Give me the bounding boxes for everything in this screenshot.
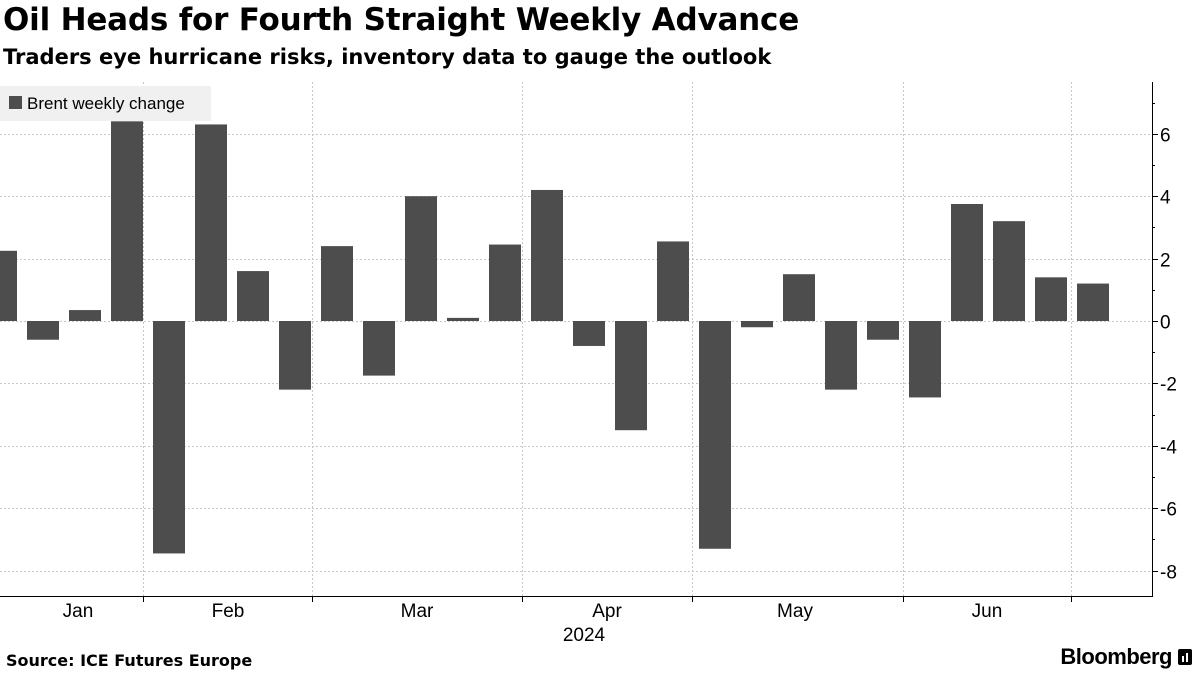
source-note: Source: ICE Futures Europe <box>6 651 253 670</box>
bar <box>69 310 101 321</box>
bar <box>27 321 59 340</box>
y-tick-label: -8 <box>1160 563 1177 584</box>
x-tick-label: Jun <box>972 601 1003 622</box>
bar <box>573 321 605 346</box>
bloomberg-logo: Bloomberg <box>1060 644 1192 670</box>
y-tick-label: -2 <box>1160 375 1177 396</box>
x-tick-label: Feb <box>212 601 245 622</box>
bar <box>279 321 311 390</box>
bar <box>825 321 857 390</box>
x-tick-label: Apr <box>592 601 622 622</box>
bar <box>783 274 815 321</box>
y-tick-label: -4 <box>1160 438 1177 459</box>
legend-swatch <box>9 96 22 109</box>
bar <box>867 321 899 340</box>
bar <box>615 321 647 431</box>
y-tick-label: 2 <box>1160 251 1171 272</box>
bar <box>699 321 731 549</box>
x-axis-year-label: 2024 <box>563 625 606 646</box>
y-tick-label: 4 <box>1160 188 1171 209</box>
bar <box>111 121 143 321</box>
bar <box>1035 277 1067 321</box>
x-tick-label: May <box>777 601 813 622</box>
x-tick-label: Mar <box>401 601 434 622</box>
legend-box <box>0 86 211 121</box>
bar <box>531 189 563 321</box>
bar <box>0 250 17 321</box>
bar <box>195 124 227 321</box>
bar <box>657 241 689 321</box>
legend-label: Brent weekly change <box>27 94 185 113</box>
chart-subtitle: Traders eye hurricane risks, inventory d… <box>3 45 772 69</box>
bar <box>1077 283 1109 321</box>
x-tick-label: Jan <box>63 601 94 622</box>
y-tick-label: 0 <box>1160 313 1171 334</box>
bar <box>363 321 395 376</box>
axes: 6 4 2 0 -2 -4 -6 -8 Jan Feb Mar Apr May Jun <box>0 82 1177 622</box>
bar <box>405 196 437 321</box>
bar <box>321 246 353 321</box>
chart-title: Oil Heads for Fourth Straight Weekly Adv… <box>3 2 800 38</box>
brand-name: Bloomberg <box>1060 644 1172 669</box>
y-tick-label: -6 <box>1160 500 1177 521</box>
bar <box>951 204 983 321</box>
bar <box>447 317 479 321</box>
bars <box>0 121 1109 554</box>
bar <box>741 321 773 328</box>
bar <box>489 244 521 321</box>
legend: Brent weekly change <box>0 86 211 121</box>
bar <box>909 321 941 398</box>
y-tick-label: 6 <box>1160 126 1171 147</box>
bar <box>993 221 1025 321</box>
bloomberg-icon <box>1178 649 1192 665</box>
bar <box>153 321 185 554</box>
bar <box>237 271 269 321</box>
gridlines <box>0 82 1152 596</box>
